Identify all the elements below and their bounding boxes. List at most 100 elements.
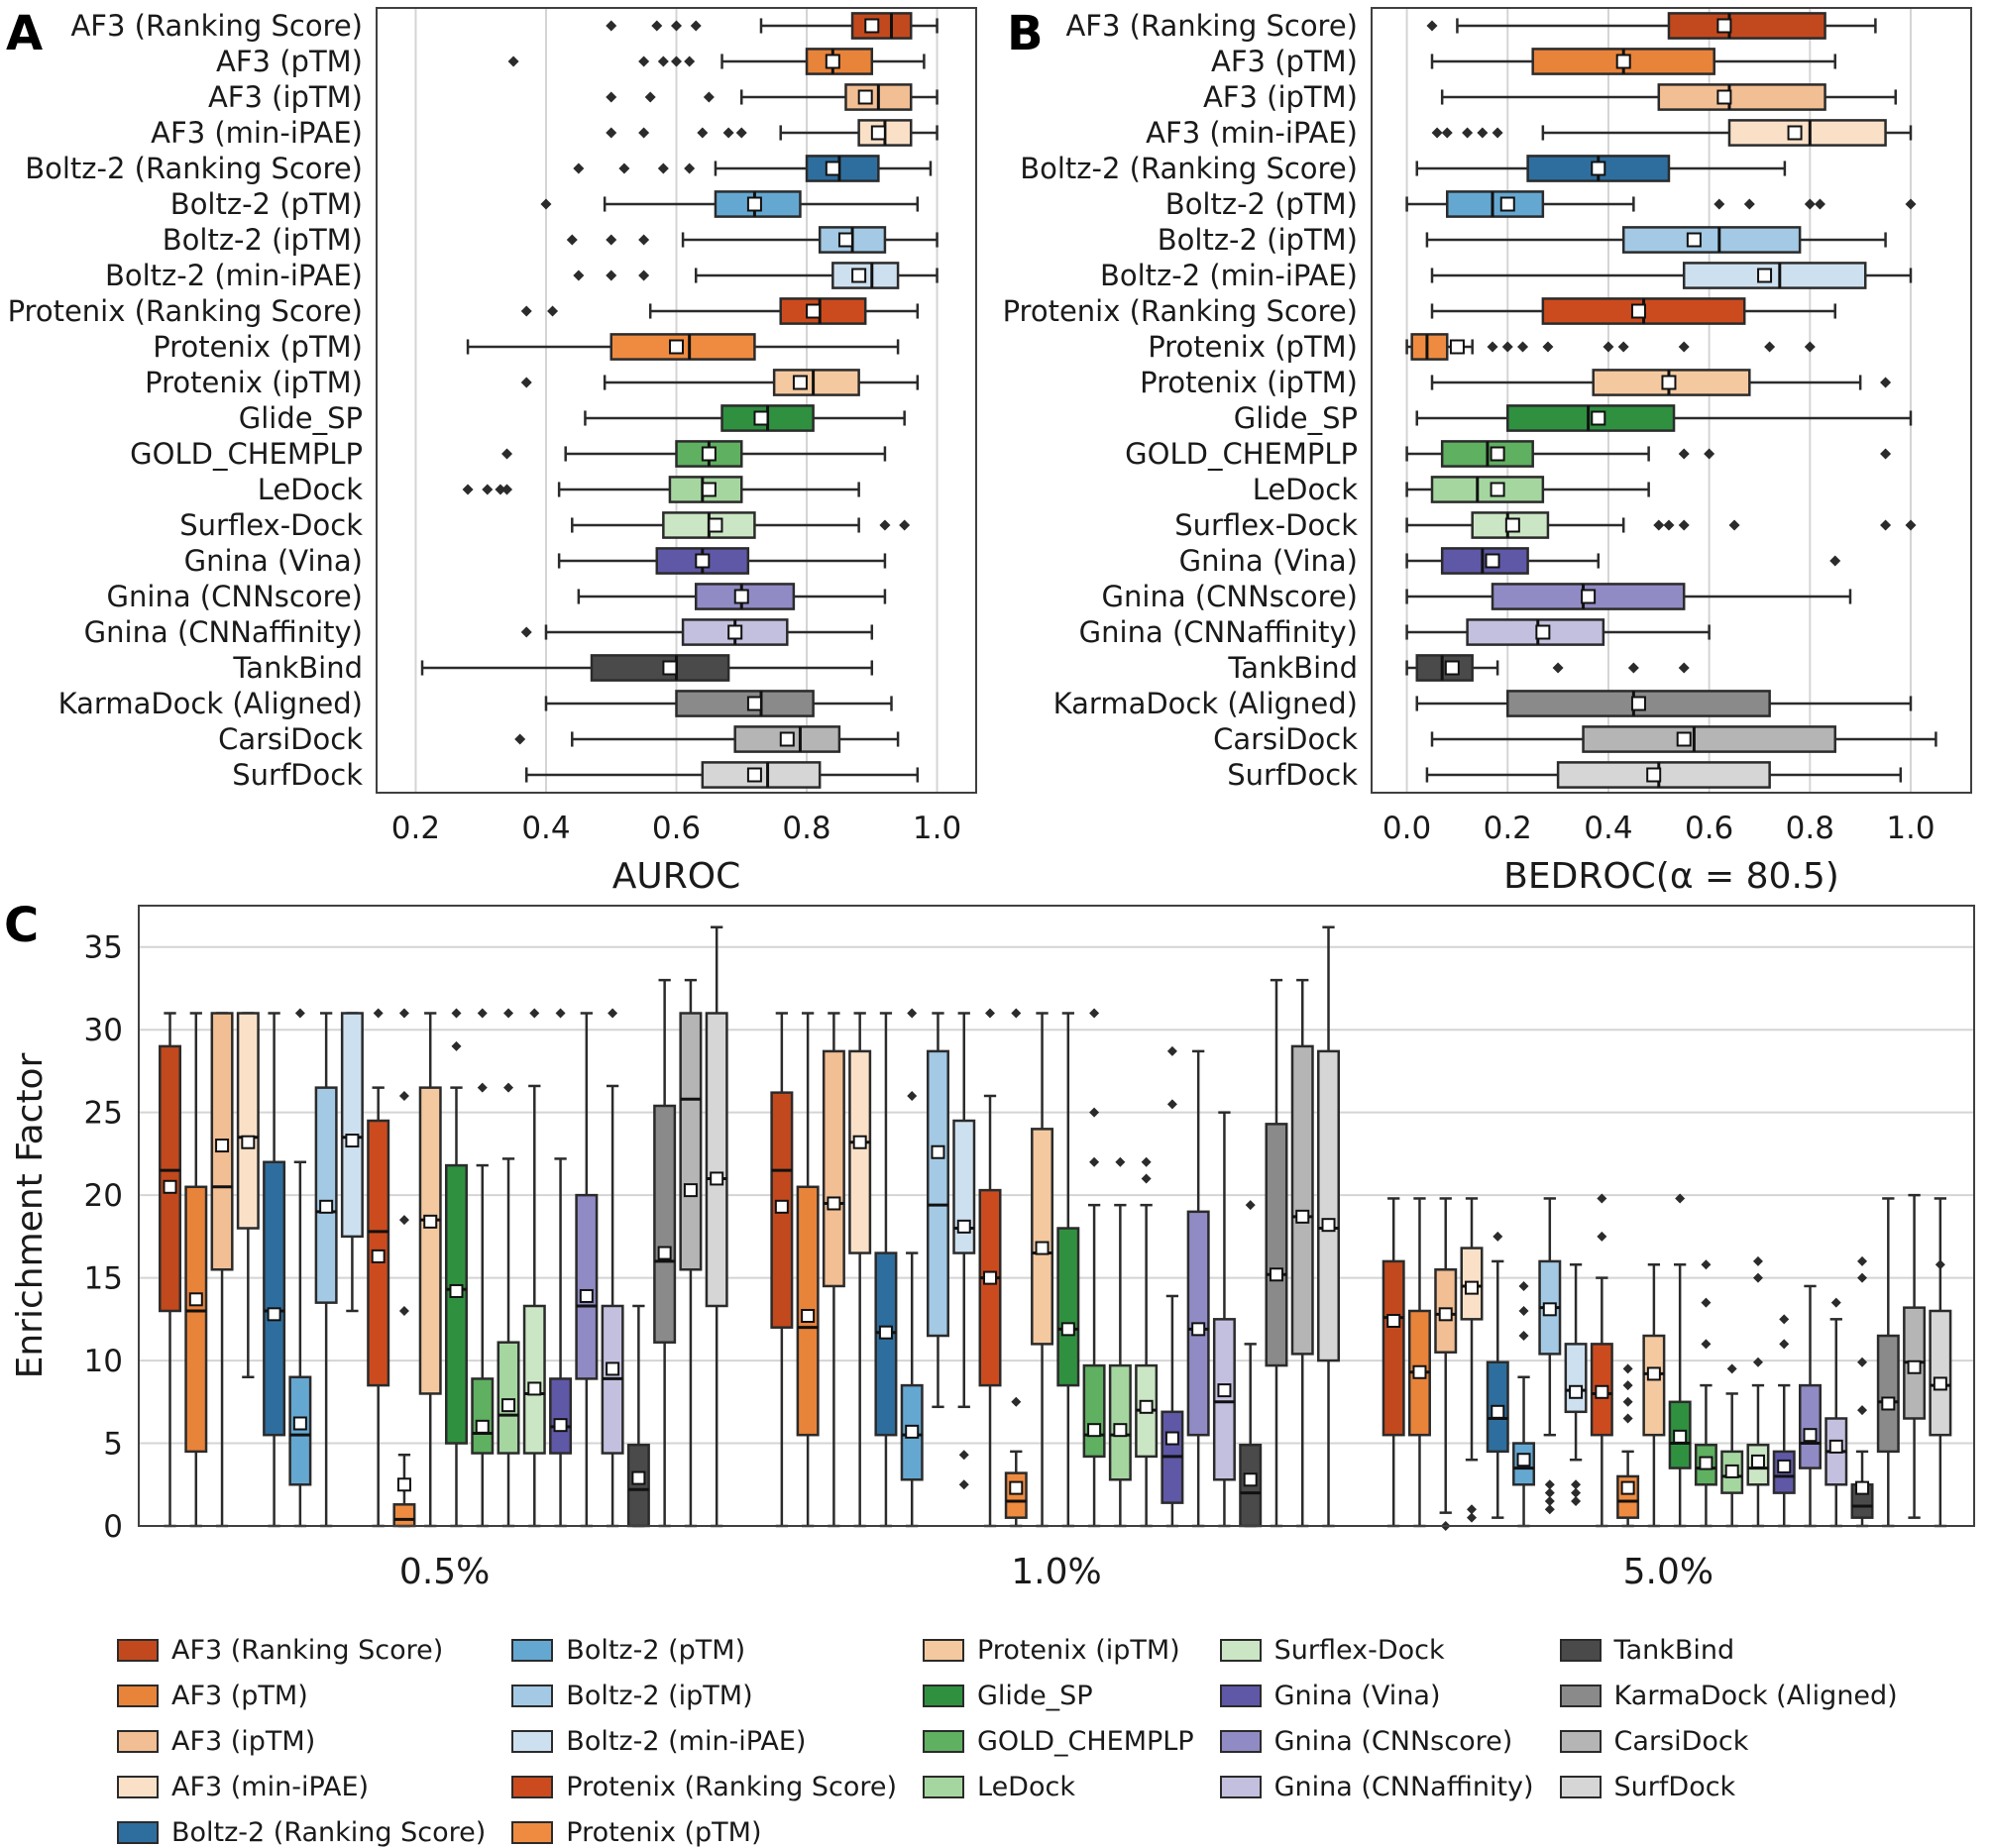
legend-swatch xyxy=(923,1776,964,1798)
mean-marker xyxy=(746,696,762,711)
y-tick-label: 30 xyxy=(84,1013,123,1048)
outlier-diamond xyxy=(1905,198,1917,210)
legend-swatch xyxy=(1559,1639,1602,1662)
mean-marker xyxy=(792,375,808,390)
legend-item: Gnina (CNNscore) xyxy=(1219,1726,1534,1757)
boxplot-column xyxy=(1317,925,1341,1528)
outlier-diamond xyxy=(1752,1272,1763,1283)
legend-label: LeDock xyxy=(977,1772,1075,1802)
x-axis-label: BEDROC(α = 80.5) xyxy=(1503,856,1839,892)
boxplot-column xyxy=(1616,1363,1640,1528)
box xyxy=(1317,1049,1341,1362)
panel-a-letter: A xyxy=(6,6,44,61)
method-label: Protenix (Ranking Score) xyxy=(8,294,363,328)
mean-marker xyxy=(1438,1307,1453,1322)
mean-marker xyxy=(852,1135,867,1149)
boxplot-row: Surflex-Dock xyxy=(1174,508,1917,542)
mean-marker xyxy=(1750,1454,1765,1468)
outlier-diamond xyxy=(1701,1259,1712,1270)
box xyxy=(926,1049,949,1338)
mean-marker xyxy=(801,1308,816,1323)
outlier-diamond xyxy=(606,127,617,139)
outlier-diamond xyxy=(1743,198,1755,210)
outlier-diamond xyxy=(520,305,532,317)
mean-marker xyxy=(746,767,762,783)
boxplot-row: TankBind xyxy=(1227,651,1690,685)
outlier-diamond xyxy=(1622,1413,1633,1424)
box xyxy=(1212,1318,1236,1481)
box xyxy=(236,1012,260,1230)
boxplot-column xyxy=(575,1012,599,1528)
outlier-diamond xyxy=(1089,1107,1100,1118)
boxplot-column xyxy=(1538,1197,1562,1515)
legend-swatch xyxy=(511,1730,554,1753)
mean-marker xyxy=(1646,767,1662,783)
box xyxy=(626,1443,650,1528)
legend-column: TankBind KarmaDock (Aligned) CarsiDock Surf… xyxy=(1559,1635,1898,1848)
box xyxy=(1082,1363,1106,1459)
box xyxy=(850,12,913,40)
panel-b-letter: B xyxy=(1007,6,1044,61)
mean-marker xyxy=(806,303,822,319)
mean-marker xyxy=(701,482,717,497)
outlier-diamond xyxy=(1492,127,1503,139)
box xyxy=(1556,761,1771,789)
outlier-diamond xyxy=(1622,1363,1633,1374)
boxplot-column xyxy=(1382,1197,1405,1528)
mean-marker xyxy=(1803,1428,1818,1443)
outlier-diamond xyxy=(606,20,617,32)
panel-c-letter: C xyxy=(4,898,40,953)
legend-swatch xyxy=(1559,1685,1602,1707)
mean-marker xyxy=(695,553,711,569)
outlier-diamond xyxy=(1905,519,1917,531)
boxplot-row: KarmaDock (Aligned) xyxy=(58,687,893,720)
method-label: Protenix (pTM) xyxy=(1148,330,1358,364)
outlier-diamond xyxy=(501,484,513,495)
box xyxy=(779,297,867,325)
method-label: Glide_SP xyxy=(239,401,363,435)
x-tick-label: 0.0 xyxy=(1382,811,1431,846)
method-label: LeDock xyxy=(1253,473,1359,506)
mean-marker xyxy=(864,18,880,34)
boxplot-row: Protenix (Ranking Score) xyxy=(1003,294,1836,328)
boxplot-column xyxy=(1460,1197,1484,1523)
method-label: AF3 (min-iPAE) xyxy=(1146,116,1358,150)
outlier-diamond xyxy=(657,55,669,67)
boxplot-column xyxy=(601,1008,624,1528)
boxplot-column xyxy=(1590,1193,1613,1528)
legend-label: Surflex-Dock xyxy=(1273,1635,1445,1666)
mean-marker xyxy=(1464,1280,1479,1295)
boxplot-column xyxy=(952,1012,976,1490)
legend-item: AF3 (pTM) xyxy=(117,1681,486,1711)
method-label: Boltz-2 (pTM) xyxy=(170,187,363,221)
outlier-diamond xyxy=(520,377,532,388)
mean-marker xyxy=(163,1179,177,1194)
boxplot-column xyxy=(1746,1255,1770,1528)
outlier-diamond xyxy=(1571,1495,1582,1506)
boxplot-column xyxy=(1772,1314,1796,1528)
box xyxy=(679,1012,703,1271)
box xyxy=(444,1163,468,1445)
legend-item: GOLD_CHEMPLP xyxy=(923,1726,1194,1757)
legend-swatch xyxy=(1219,1776,1262,1798)
boxplot-column xyxy=(1434,1197,1458,1531)
boxplot-row: GOLD_CHEMPLP xyxy=(1125,437,1892,471)
box xyxy=(1621,226,1802,254)
mean-marker xyxy=(1490,482,1505,497)
boxplot-row: KarmaDock (Aligned) xyxy=(1053,687,1913,720)
legend-swatch xyxy=(1219,1685,1262,1707)
outlier-diamond xyxy=(294,1008,305,1019)
outlier-diamond xyxy=(1477,127,1489,139)
mean-marker xyxy=(631,1470,646,1485)
legend-label: Boltz-2 (Ranking Score) xyxy=(171,1817,487,1848)
box xyxy=(1265,1123,1288,1367)
x-tick-label: 0.8 xyxy=(1786,811,1834,846)
mean-marker xyxy=(825,54,840,69)
outlier-diamond xyxy=(644,91,656,103)
boxplot-column xyxy=(392,1008,416,1528)
box xyxy=(497,1341,520,1455)
boxplot-column xyxy=(1720,1363,1744,1528)
outlier-diamond xyxy=(1462,127,1474,139)
method-label: KarmaDock (Aligned) xyxy=(58,687,363,720)
outlier-diamond xyxy=(1501,341,1513,353)
